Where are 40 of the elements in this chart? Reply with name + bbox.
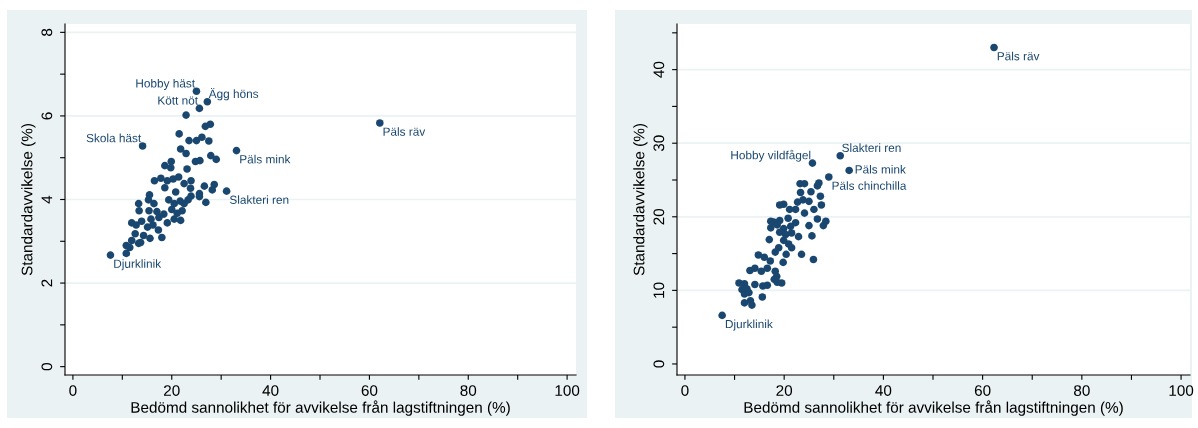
annotation: Päls räv — [997, 51, 1040, 61]
annotation: Slakteri ren — [842, 143, 901, 152]
annotation: Ägg höns — [208, 88, 259, 101]
annotation: Hobby vildfågel — [731, 149, 811, 162]
annotation: Kött nöt — [158, 96, 198, 105]
y-tick-label: 30 — [653, 135, 665, 152]
y-axis-title: Standardavvikelse (%) — [633, 124, 648, 276]
annotation: Päls räv — [383, 127, 426, 136]
annotation: Djurklinik — [725, 319, 773, 331]
x-tick-label: 100 — [555, 385, 580, 396]
y-tick-label: 20 — [653, 208, 665, 225]
annotation: Hobby häst — [136, 78, 195, 90]
annotation: Slakteri ren — [229, 195, 289, 204]
annotation: Päls chinchilla — [832, 181, 907, 190]
x-tick-label: 40 — [262, 385, 279, 396]
x-axis-title: Bedömd sannolikhet för avvikelse från lagstiftningen (%) — [744, 400, 1123, 416]
x-tick-label: 0 — [681, 385, 689, 396]
y-tick-label: 8 — [41, 28, 53, 36]
annotation: Päls mink — [240, 154, 291, 164]
x-tick-label: 20 — [776, 385, 793, 396]
annotation: Skola häst — [86, 133, 142, 143]
y-axis-title: Standardavvikelse (%) — [21, 124, 36, 276]
x-axis-title: Bedömd sannolikhet för avvikelse från lagstiftningen (%) — [131, 400, 510, 416]
x-tick-label: 80 — [460, 385, 477, 396]
x-tick-label: 60 — [974, 385, 991, 396]
x-tick-label: 0 — [69, 385, 77, 396]
x-tick-label: 40 — [875, 385, 892, 396]
x-tick-label: 100 — [1169, 385, 1194, 396]
x-tick-label: 60 — [361, 385, 378, 396]
y-tick-label: 10 — [653, 282, 665, 298]
y-tick-label: 40 — [653, 61, 665, 78]
y-tick-label: 6 — [41, 112, 53, 120]
y-tick-label: 4 — [41, 195, 53, 204]
x-tick-label: 20 — [164, 385, 180, 396]
x-tick-label: 80 — [1074, 385, 1090, 396]
y-tick-label: 2 — [41, 279, 53, 287]
y-tick-label: 0 — [653, 360, 665, 368]
annotation: Päls mink — [855, 164, 906, 174]
y-tick-label: 0 — [41, 362, 53, 371]
annotation: Djurklinik — [114, 259, 162, 271]
